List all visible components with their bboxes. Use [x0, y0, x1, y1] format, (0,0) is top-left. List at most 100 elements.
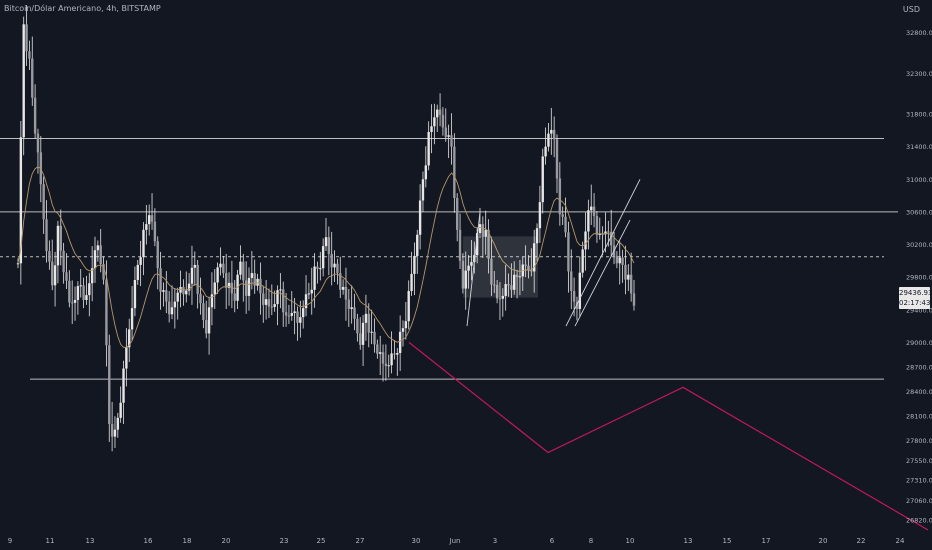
candle-body: [53, 265, 57, 286]
trend-line: [565, 179, 641, 327]
candle-body: [142, 229, 145, 258]
bar-countdown: 02:17:43: [899, 299, 931, 307]
candle-body: [147, 215, 151, 225]
candle-body: [65, 272, 68, 281]
candle-body: [108, 345, 111, 424]
candle-body: [113, 429, 117, 437]
candle-body: [210, 294, 214, 308]
candle-body: [267, 299, 271, 307]
currency-label: USD: [902, 5, 920, 14]
candle-body: [458, 229, 462, 261]
y-tick-label: 31400.00: [906, 143, 932, 151]
candle-body: [102, 264, 105, 280]
candle-body: [376, 344, 379, 354]
candle-body: [510, 285, 513, 290]
candle-body: [193, 264, 197, 268]
candle-body: [347, 299, 351, 309]
x-tick-label: 20: [222, 537, 231, 545]
candle-body: [490, 258, 493, 285]
trend-line: [466, 211, 481, 327]
y-tick-label: 29000.00: [906, 339, 932, 347]
annotations: [463, 179, 641, 327]
candle-body: [150, 215, 154, 222]
candle-body: [330, 253, 333, 268]
candle-body: [344, 286, 348, 300]
candle-body: [527, 265, 530, 271]
x-tick-label: Jun: [449, 537, 461, 545]
candle-body: [262, 293, 265, 305]
candle-body: [367, 313, 370, 333]
candle-body: [250, 273, 254, 278]
candle-body: [507, 284, 510, 286]
price-axis[interactable]: 32800.00 32300.00 31800.00 31400.00 31000.00…: [906, 29, 932, 525]
candle-body: [495, 284, 499, 299]
candle-body: [518, 276, 522, 278]
candle-body: [541, 156, 544, 203]
candle-body: [592, 206, 596, 216]
x-tick-label: 23: [280, 537, 289, 545]
candle-body: [301, 308, 305, 318]
candle-body: [467, 265, 470, 271]
y-tick-label: 27800.00: [906, 437, 932, 445]
candle-body: [418, 200, 422, 235]
candle-body: [276, 290, 279, 305]
candle-body: [487, 229, 490, 259]
moving-average-line: [17, 166, 635, 348]
highlight-box: [463, 236, 538, 298]
y-tick-label: 29400.00: [906, 306, 932, 314]
candle-body: [122, 368, 125, 403]
candle-body: [33, 97, 37, 134]
candle-body: [79, 285, 82, 287]
candle-body: [179, 286, 182, 293]
y-tick-label: 27310.00: [906, 477, 932, 485]
candle-body: [22, 24, 25, 138]
candle-body: [550, 129, 553, 134]
candle-body: [478, 224, 482, 234]
candle-body: [373, 331, 376, 345]
candle-body: [561, 214, 564, 217]
candle-body: [359, 333, 362, 345]
candle-body: [370, 331, 373, 333]
candle-body: [319, 268, 322, 270]
candle-body: [130, 308, 134, 330]
candle-body: [207, 307, 211, 334]
candle-body: [270, 306, 274, 308]
candle-body: [339, 273, 342, 290]
candle-body: [555, 139, 559, 179]
candle-body: [324, 237, 328, 247]
candle-body: [387, 365, 390, 367]
candle-body: [162, 290, 165, 292]
candle-body: [578, 272, 582, 309]
candle-body: [19, 137, 23, 264]
candle-body: [56, 225, 60, 266]
candle-body: [59, 225, 62, 251]
candle-body: [464, 270, 467, 289]
candle-body: [299, 317, 302, 323]
x-tick-label: 27: [356, 537, 365, 545]
candle-body: [73, 299, 77, 303]
candle-body: [584, 231, 587, 250]
x-tick-label: 17: [762, 537, 771, 545]
candle-body: [461, 260, 465, 289]
x-tick-label: 13: [86, 537, 95, 545]
candle-body: [105, 279, 108, 346]
candle-body: [501, 295, 505, 299]
candlesticks: [16, 5, 636, 452]
candle-body: [116, 417, 120, 430]
candle-body: [424, 165, 428, 180]
candle-body: [438, 109, 442, 115]
candle-body: [396, 353, 399, 355]
candle-body: [404, 321, 408, 329]
candle-body: [572, 291, 576, 302]
candle-body: [410, 273, 413, 292]
candle-body: [167, 301, 171, 315]
candle-body: [590, 206, 593, 211]
time-axis[interactable]: 9 11 13 16 18 20 23 25 27 30 Jun 3 6 8 10 13 15 17 20 22 24: [8, 537, 905, 545]
candle-body: [296, 311, 299, 323]
candle-body: [538, 202, 542, 229]
y-tick-label: 28100.00: [906, 412, 932, 420]
candle-body: [447, 135, 450, 137]
candle-body: [581, 249, 584, 273]
candle-body: [341, 286, 345, 290]
